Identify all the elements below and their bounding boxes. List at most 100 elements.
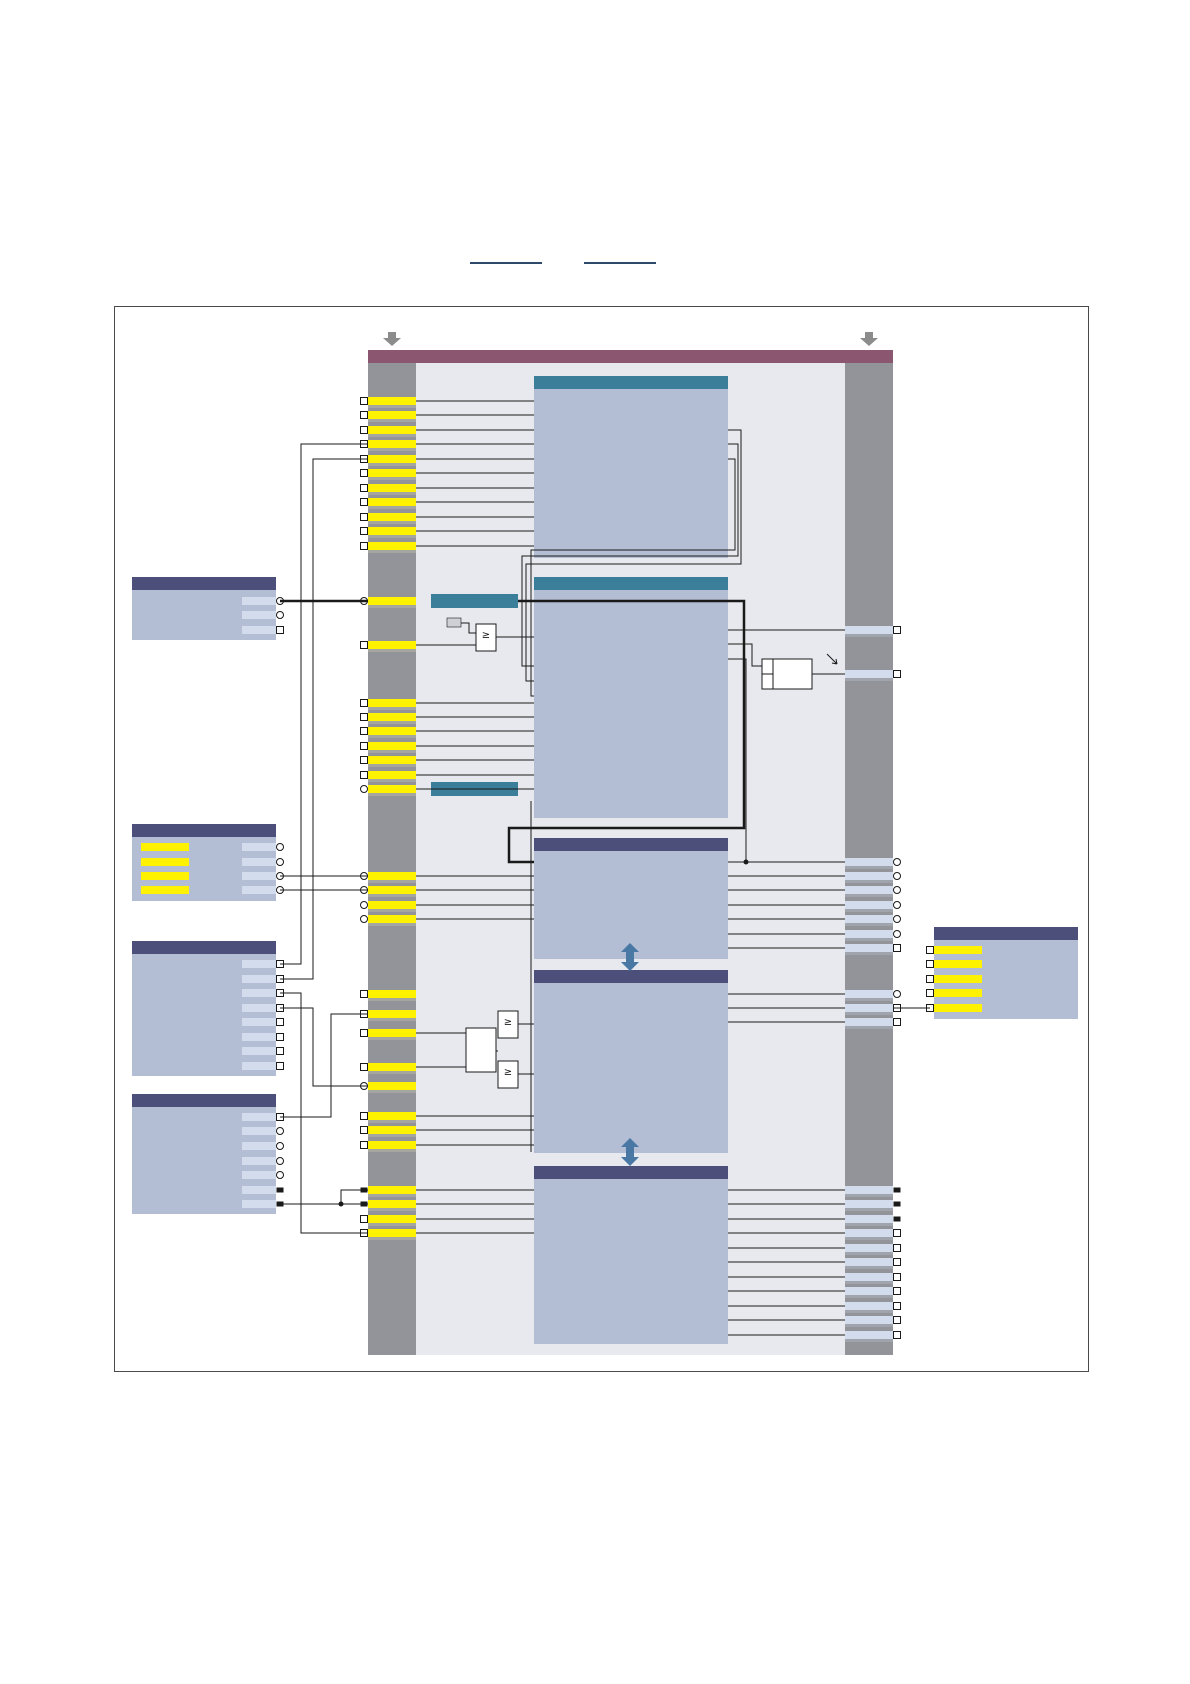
- input-pin[interactable]: [360, 1112, 368, 1120]
- external-right-pin[interactable]: [926, 946, 934, 954]
- output-pin[interactable]: [893, 1331, 901, 1339]
- external-pin[interactable]: [276, 1018, 284, 1026]
- header-link-1[interactable]: [470, 262, 542, 264]
- input-port-3-0: [368, 699, 416, 707]
- input-pin[interactable]: [360, 469, 368, 477]
- output-port-7: [845, 930, 893, 938]
- external-port: [242, 886, 276, 894]
- external-pin[interactable]: [276, 611, 284, 619]
- output-port-divider: [845, 678, 893, 681]
- output-pin[interactable]: [893, 1229, 901, 1237]
- input-pin[interactable]: [360, 742, 368, 750]
- input-port-8-1: [368, 1200, 416, 1208]
- external-pin[interactable]: [276, 1157, 284, 1165]
- output-pin[interactable]: [893, 1302, 901, 1310]
- input-pin[interactable]: [360, 727, 368, 735]
- output-port-divider: [845, 1310, 893, 1313]
- input-pin[interactable]: [360, 484, 368, 492]
- input-pin[interactable]: [360, 915, 368, 923]
- output-pin[interactable]: [893, 886, 901, 894]
- external-pin[interactable]: [276, 1062, 284, 1070]
- input-port-0-7: [368, 498, 416, 506]
- output-pin[interactable]: [893, 1273, 901, 1281]
- output-pin[interactable]: [893, 930, 901, 938]
- input-port-0-10: [368, 542, 416, 550]
- input-pin[interactable]: [360, 756, 368, 764]
- external-right-pin[interactable]: [926, 960, 934, 968]
- external-pin[interactable]: [276, 1187, 284, 1193]
- output-pin[interactable]: [893, 1258, 901, 1266]
- input-pin[interactable]: [360, 901, 368, 909]
- input-port-divider: [368, 463, 416, 466]
- header-link-2[interactable]: [584, 262, 656, 264]
- output-pin[interactable]: [893, 915, 901, 923]
- input-port-0-9: [368, 527, 416, 535]
- output-pin[interactable]: [893, 1201, 901, 1207]
- input-pin[interactable]: [360, 990, 368, 998]
- output-pin[interactable]: [893, 1216, 901, 1222]
- input-pin[interactable]: [360, 1063, 368, 1071]
- output-port-19: [845, 1287, 893, 1295]
- input-port-4-2: [368, 901, 416, 909]
- input-pin[interactable]: [360, 527, 368, 535]
- output-pin[interactable]: [893, 944, 901, 952]
- input-pin[interactable]: [360, 713, 368, 721]
- output-pin[interactable]: [893, 1244, 901, 1252]
- input-port-divider: [368, 1208, 416, 1211]
- input-pin[interactable]: [360, 542, 368, 550]
- gate-symbol: ≥: [504, 1017, 512, 1028]
- external-block-1-header: [132, 577, 276, 590]
- input-port-divider: [368, 735, 416, 738]
- output-pin[interactable]: [893, 872, 901, 880]
- input-pin[interactable]: [360, 785, 368, 793]
- external-pin[interactable]: [276, 1033, 284, 1041]
- external-right-pin[interactable]: [926, 975, 934, 983]
- output-port-5: [845, 901, 893, 909]
- output-pin[interactable]: [893, 1287, 901, 1295]
- input-pin[interactable]: [360, 699, 368, 707]
- input-port-8-2: [368, 1215, 416, 1223]
- external-pin[interactable]: [276, 858, 284, 866]
- input-port-4-0: [368, 872, 416, 880]
- input-pin[interactable]: [360, 1126, 368, 1134]
- input-arrow-left-icon: [383, 332, 401, 346]
- input-port-1-0: [368, 597, 416, 605]
- cross-link-line: [280, 1013, 368, 1118]
- external-pin[interactable]: [276, 843, 284, 851]
- external-right-pin[interactable]: [926, 989, 934, 997]
- output-pin[interactable]: [893, 670, 901, 678]
- input-port-3-4: [368, 756, 416, 764]
- input-pin[interactable]: [360, 498, 368, 506]
- external-port: [242, 597, 276, 605]
- external-pin[interactable]: [276, 1047, 284, 1055]
- output-pin[interactable]: [893, 1018, 901, 1026]
- external-pin[interactable]: [276, 626, 284, 634]
- input-pin[interactable]: [360, 411, 368, 419]
- input-pin[interactable]: [360, 1029, 368, 1037]
- output-pin[interactable]: [893, 901, 901, 909]
- function-block-1-header: [534, 376, 728, 389]
- input-pin[interactable]: [360, 426, 368, 434]
- input-pin[interactable]: [360, 513, 368, 521]
- external-pin[interactable]: [276, 1171, 284, 1179]
- input-pin[interactable]: [360, 771, 368, 779]
- input-arrow-right-icon: [860, 332, 878, 346]
- input-port-0-8: [368, 513, 416, 521]
- input-pin[interactable]: [360, 397, 368, 405]
- input-pin[interactable]: [360, 1141, 368, 1149]
- output-pin[interactable]: [893, 858, 901, 866]
- output-pin[interactable]: [893, 626, 901, 634]
- input-pin[interactable]: [360, 641, 368, 649]
- input-pin[interactable]: [360, 1215, 368, 1223]
- external-pin[interactable]: [276, 1127, 284, 1135]
- output-pin[interactable]: [893, 990, 901, 998]
- external-yellow-port: [141, 858, 189, 866]
- output-pin[interactable]: [893, 1187, 901, 1193]
- external-pin[interactable]: [276, 1142, 284, 1150]
- external-port: [242, 1047, 276, 1055]
- output-port-divider: [845, 923, 893, 926]
- input-port-divider: [368, 521, 416, 524]
- output-pin[interactable]: [893, 1316, 901, 1324]
- input-port-5-2: [368, 1029, 416, 1037]
- input-port-divider: [368, 506, 416, 509]
